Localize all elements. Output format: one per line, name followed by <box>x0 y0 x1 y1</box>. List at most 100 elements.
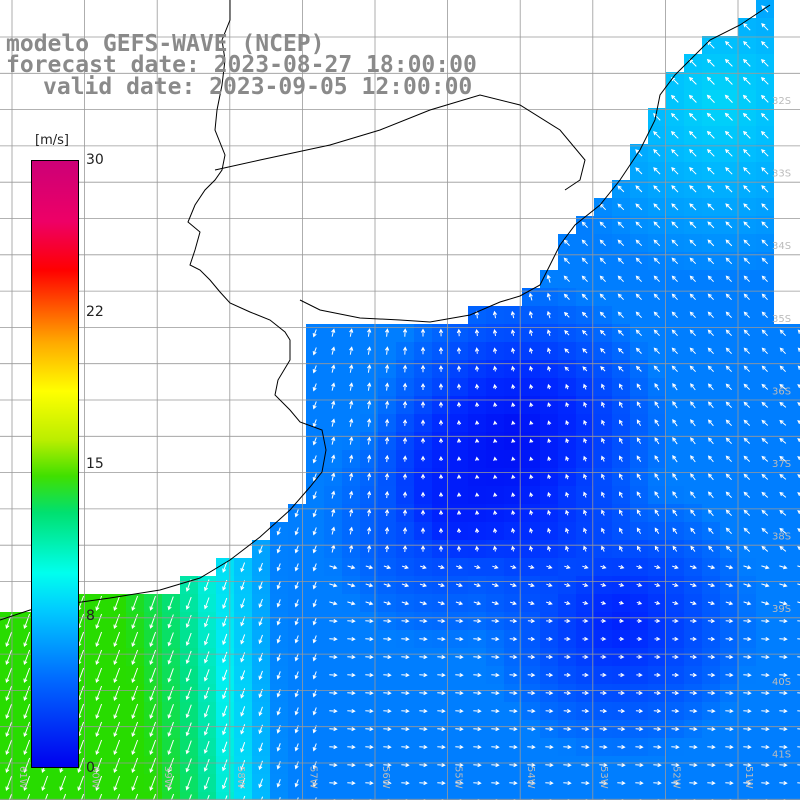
wind-arrow <box>294 545 299 554</box>
wind-arrow <box>474 347 480 354</box>
wind-arrow <box>563 690 572 696</box>
wind-cell <box>756 792 774 800</box>
wind-arrow <box>600 636 607 642</box>
wind-arrow <box>312 329 317 338</box>
wind-arrow <box>23 613 31 629</box>
wind-arrow <box>402 527 408 534</box>
wind-arrow <box>131 649 139 665</box>
wind-arrow <box>743 203 751 211</box>
wind-cell <box>522 792 540 800</box>
wind-cell <box>792 504 800 522</box>
wind-arrow <box>779 762 788 768</box>
wind-arrow <box>654 527 660 534</box>
wind-arrow <box>276 707 281 716</box>
wind-arrow <box>312 707 317 716</box>
wind-arrow <box>312 437 317 446</box>
wind-arrow <box>618 636 625 642</box>
coastline <box>0 0 771 621</box>
wind-arrow <box>294 671 299 680</box>
wind-arrow <box>636 672 643 678</box>
wind-arrow <box>276 545 281 554</box>
wind-arrow <box>420 364 426 373</box>
wind-arrow <box>653 329 660 337</box>
wind-arrow <box>419 654 428 660</box>
wind-arrow <box>725 583 734 588</box>
wind-arrow <box>761 419 769 426</box>
wind-cell <box>414 792 432 800</box>
wind-arrow <box>672 455 678 463</box>
wind-arrow <box>565 438 570 444</box>
colorbar-tick-0: 0 <box>86 760 95 776</box>
wind-arrow <box>743 762 752 768</box>
wind-arrow <box>527 654 536 660</box>
wind-arrow <box>438 383 444 390</box>
wind-arrow <box>654 401 660 409</box>
wind-arrow <box>797 583 800 586</box>
wind-arrow <box>689 293 696 301</box>
wind-arrow <box>545 762 554 768</box>
wind-arrow <box>509 654 518 660</box>
wind-cell <box>162 792 180 800</box>
wind-arrow <box>654 419 660 427</box>
wind-arrow <box>670 94 679 103</box>
wind-arrow <box>329 672 338 678</box>
wind-arrow <box>725 221 733 229</box>
wind-arrow <box>312 635 317 644</box>
wind-cell <box>504 792 522 800</box>
wind-arrow <box>617 780 626 786</box>
wind-arrow <box>635 311 642 319</box>
wind-arrow <box>473 726 482 732</box>
wind-arrow <box>581 239 588 247</box>
wind-arrow <box>743 167 751 175</box>
wind-arrow <box>276 527 281 536</box>
wind-arrow <box>725 401 732 409</box>
wind-arrow <box>617 708 626 714</box>
wind-arrow <box>276 671 281 680</box>
wind-arrow <box>367 346 372 355</box>
wind-arrow <box>349 382 354 391</box>
wind-arrow <box>582 636 589 642</box>
wind-arrow <box>185 740 192 755</box>
wind-arrow <box>420 328 426 337</box>
wind-arrow <box>672 565 679 570</box>
wind-arrow <box>707 491 714 499</box>
wind-arrow <box>743 726 752 732</box>
wind-arrow <box>113 703 121 719</box>
wind-arrow <box>527 636 536 642</box>
wind-arrow <box>743 23 751 31</box>
wind-arrow <box>510 310 515 319</box>
wind-arrow <box>779 654 788 660</box>
wind-arrow <box>529 474 534 479</box>
wind-arrow <box>456 347 462 354</box>
wind-arrow <box>419 583 427 588</box>
wind-arrow <box>258 760 263 771</box>
wind-arrow <box>583 455 588 462</box>
wind-arrow <box>491 708 500 714</box>
wind-vectors <box>5 5 800 800</box>
wind-arrow <box>240 760 246 771</box>
wind-cell <box>792 450 800 468</box>
wind-arrow <box>167 632 174 647</box>
wind-cell <box>774 792 792 800</box>
wind-arrow <box>725 203 733 211</box>
wind-arrow <box>347 708 356 714</box>
wind-arrow <box>654 383 660 391</box>
wind-arrow <box>600 564 607 569</box>
wind-arrow <box>167 775 175 791</box>
wind-arrow <box>600 672 607 678</box>
wind-arrow <box>492 329 498 336</box>
wind-arrow <box>384 454 390 463</box>
wind-arrow <box>707 185 715 193</box>
wind-cell <box>324 792 342 800</box>
wind-arrow <box>743 365 750 373</box>
wind-arrow <box>401 618 410 624</box>
wind-arrow <box>347 672 356 678</box>
wind-arrow <box>149 721 157 737</box>
lon-label: 59W <box>162 766 173 789</box>
wind-arrow <box>690 601 697 606</box>
wind-arrow <box>743 565 752 570</box>
wind-arrow <box>779 636 788 642</box>
wind-arrow <box>331 526 336 535</box>
wind-arrow <box>527 726 536 732</box>
wind-arrow <box>581 780 590 786</box>
